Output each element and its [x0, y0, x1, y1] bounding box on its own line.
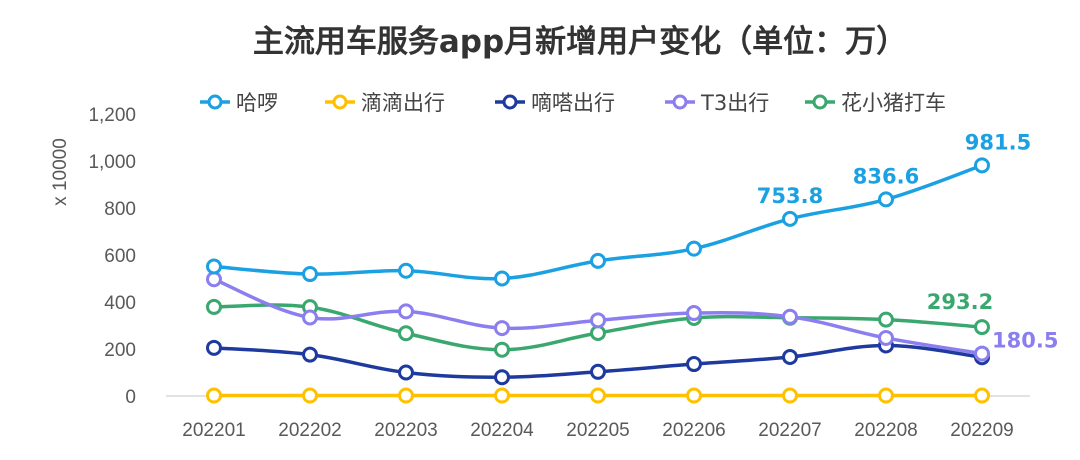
legend-label: 花小猪打车 [841, 91, 946, 115]
data-point [398, 387, 414, 404]
y-tick-label: 200 [104, 340, 136, 361]
data-point [590, 325, 606, 342]
data-point [206, 339, 222, 356]
x-tick-label: 202206 [662, 420, 725, 441]
data-point [590, 387, 606, 404]
x-tick-label: 202205 [566, 420, 629, 441]
data-point [398, 303, 414, 320]
data-point [302, 266, 318, 283]
legend-label: 滴滴出行 [361, 91, 445, 115]
data-point [494, 270, 510, 287]
x-tick-label: 202208 [854, 420, 917, 441]
chart-title: 主流用车服务app月新增用户变化（单位：万） [253, 24, 907, 60]
y-tick-label: 1,200 [88, 105, 136, 126]
y-axis-ticks: 0 200 400 600 800 1,000 1,200 [88, 105, 136, 408]
data-label: 981.5 [965, 130, 1031, 154]
data-point [686, 356, 702, 373]
x-tick-label: 202207 [758, 420, 821, 441]
data-point [206, 298, 222, 315]
data-label: 293.2 [927, 290, 993, 314]
data-point [878, 329, 894, 346]
data-point [686, 240, 702, 257]
y-axis-label: x 10000 [50, 138, 71, 206]
data-point [974, 387, 990, 404]
x-axis-ticks: 202201 202202 202203 202204 202205 202206 2022… [182, 420, 1013, 441]
data-point [206, 271, 222, 288]
data-point [974, 319, 990, 336]
x-tick-label: 202201 [182, 420, 245, 441]
data-point [494, 320, 510, 337]
x-tick-label: 202204 [470, 420, 534, 441]
data-point [302, 309, 318, 326]
data-point [398, 325, 414, 342]
x-tick-label: 202202 [278, 420, 341, 441]
data-point [494, 341, 510, 358]
data-point [878, 311, 894, 328]
data-point [686, 305, 702, 322]
data-point [782, 387, 798, 404]
legend-label: T3出行 [700, 91, 769, 115]
legend-marker [207, 94, 223, 110]
y-tick-label: 1,000 [88, 152, 136, 173]
legend-marker [812, 94, 828, 110]
data-point [206, 258, 222, 275]
data-point [686, 387, 702, 404]
data-point [974, 157, 990, 174]
legend-marker [672, 94, 688, 110]
data-point [782, 348, 798, 365]
y-tick-label: 400 [104, 293, 136, 314]
data-point [590, 252, 606, 269]
data-point [206, 387, 222, 404]
data-point [398, 262, 414, 279]
y-tick-label: 600 [104, 246, 136, 267]
data-labels: 753.8 836.6 981.5 293.2 180.5 [757, 130, 1059, 352]
data-label: 180.5 [992, 329, 1058, 353]
legend-marker [502, 94, 518, 110]
data-point [590, 363, 606, 380]
data-point [494, 387, 510, 404]
x-tick-label: 202203 [374, 420, 437, 441]
data-point [302, 387, 318, 404]
data-point [878, 191, 894, 208]
data-point [782, 210, 798, 227]
legend-marker [332, 94, 348, 110]
series-markers [206, 157, 990, 404]
legend-label: 哈啰 [236, 91, 278, 115]
data-point [782, 308, 798, 325]
data-label: 836.6 [853, 164, 919, 188]
legend: 哈啰 滴滴出行 嘀嗒出行 T3出行 花小猪打车 [200, 91, 946, 115]
y-tick-label: 0 [125, 387, 136, 408]
data-point [494, 369, 510, 386]
data-point [302, 346, 318, 363]
data-point [590, 312, 606, 329]
y-tick-label: 800 [104, 199, 136, 220]
legend-label: 嘀嗒出行 [531, 91, 615, 115]
data-point [398, 364, 414, 381]
data-point [878, 387, 894, 404]
data-point [974, 345, 990, 362]
series-lines [212, 163, 984, 398]
data-label: 753.8 [757, 184, 823, 208]
x-tick-label: 202209 [950, 420, 1013, 441]
